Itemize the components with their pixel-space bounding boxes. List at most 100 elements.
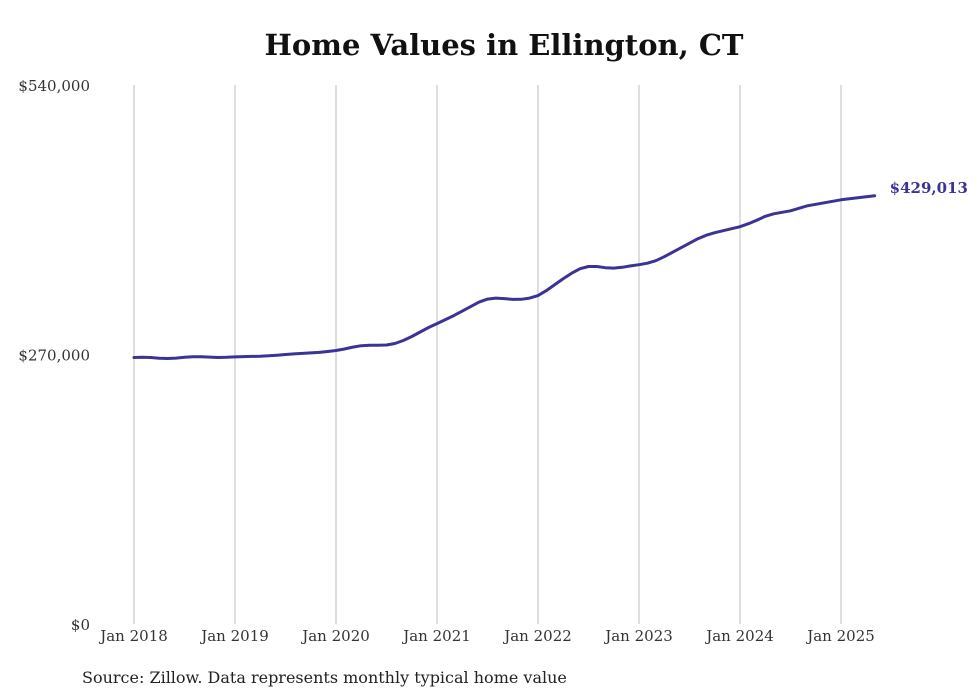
data-point [806, 205, 808, 207]
data-point [444, 319, 446, 321]
data-point [638, 264, 640, 266]
data-point [571, 272, 573, 274]
data-point [436, 323, 438, 325]
data-point [630, 265, 632, 267]
data-point [133, 356, 135, 359]
data-point [764, 215, 766, 217]
data-point [369, 344, 371, 346]
data-point [217, 356, 219, 359]
y-tick-label: $270,000 [18, 347, 90, 365]
data-point [360, 345, 362, 347]
data-point [419, 331, 421, 333]
data-point [697, 238, 699, 240]
data-point [411, 335, 413, 338]
data-point [705, 234, 707, 236]
data-point [402, 339, 404, 342]
data-point [192, 356, 194, 358]
data-point [486, 298, 489, 300]
data-point [731, 228, 733, 230]
data-point [377, 344, 379, 346]
data-point [663, 256, 665, 258]
data-point [310, 352, 312, 354]
data-point [276, 354, 278, 356]
data-point [857, 197, 859, 199]
data-point [512, 298, 514, 300]
data-point [579, 268, 581, 270]
data-point [428, 326, 430, 329]
data-point [327, 350, 329, 353]
data-point [756, 219, 758, 221]
data-point [394, 342, 396, 345]
series-line [132, 194, 877, 360]
data-point [335, 349, 337, 352]
data-point [604, 267, 606, 269]
data-point [747, 223, 750, 225]
data-point [789, 210, 792, 212]
data-point [284, 353, 287, 356]
data-point [613, 267, 615, 269]
source-note: Source: Zillow. Data represents monthly … [82, 668, 567, 687]
data-point [655, 260, 657, 262]
data-point [520, 298, 522, 300]
data-point [318, 351, 320, 353]
data-point [234, 356, 236, 358]
data-point [495, 297, 497, 299]
data-point [840, 199, 842, 201]
data-point [200, 356, 202, 358]
data-point [150, 356, 152, 359]
data-point [739, 226, 741, 228]
x-tick-label: Jan 2025 [805, 627, 875, 645]
data-point [823, 202, 825, 204]
x-tick-label: Jan 2021 [401, 627, 471, 645]
data-point [470, 306, 472, 308]
data-point [259, 355, 261, 357]
data-point [773, 213, 775, 215]
data-point [141, 356, 143, 358]
data-point [503, 298, 505, 300]
data-point [352, 346, 354, 348]
data-point [562, 278, 564, 280]
data-point [453, 315, 455, 317]
data-point [478, 301, 480, 303]
y-tick-label: $0 [71, 616, 90, 634]
x-tick-label: Jan 2019 [199, 627, 269, 645]
data-point [781, 211, 783, 213]
data-point [158, 357, 160, 359]
end-value-label: $429,013 [890, 179, 968, 197]
data-point [461, 310, 463, 312]
x-tick-label: Jan 2022 [502, 627, 572, 645]
data-point [688, 242, 691, 244]
data-point [167, 357, 169, 360]
y-tick-label: $540,000 [18, 77, 90, 95]
x-tick-label: Jan 2023 [603, 627, 673, 645]
data-point [848, 198, 851, 200]
data-point [175, 357, 177, 359]
data-point [815, 203, 817, 205]
data-point [242, 356, 244, 358]
data-point [343, 348, 345, 350]
data-point [183, 356, 186, 358]
data-point [672, 251, 674, 253]
data-point [646, 262, 649, 264]
data-point [874, 195, 876, 197]
data-point [722, 230, 724, 232]
data-point [209, 356, 211, 358]
data-point [714, 232, 716, 234]
data-point [587, 265, 590, 268]
data-point [554, 284, 556, 286]
x-tick-label: Jan 2020 [300, 627, 370, 645]
data-point [832, 200, 834, 202]
x-tick-label: Jan 2018 [98, 627, 168, 645]
data-point [293, 353, 295, 355]
data-point [251, 355, 253, 357]
data-point [226, 356, 228, 358]
data-point [385, 344, 388, 346]
data-point [621, 266, 623, 268]
x-tick-label: Jan 2024 [704, 627, 774, 645]
data-point [680, 247, 682, 249]
data-point [798, 207, 800, 209]
data-point [529, 297, 531, 299]
chart-title: Home Values in Ellington, CT [264, 28, 744, 62]
